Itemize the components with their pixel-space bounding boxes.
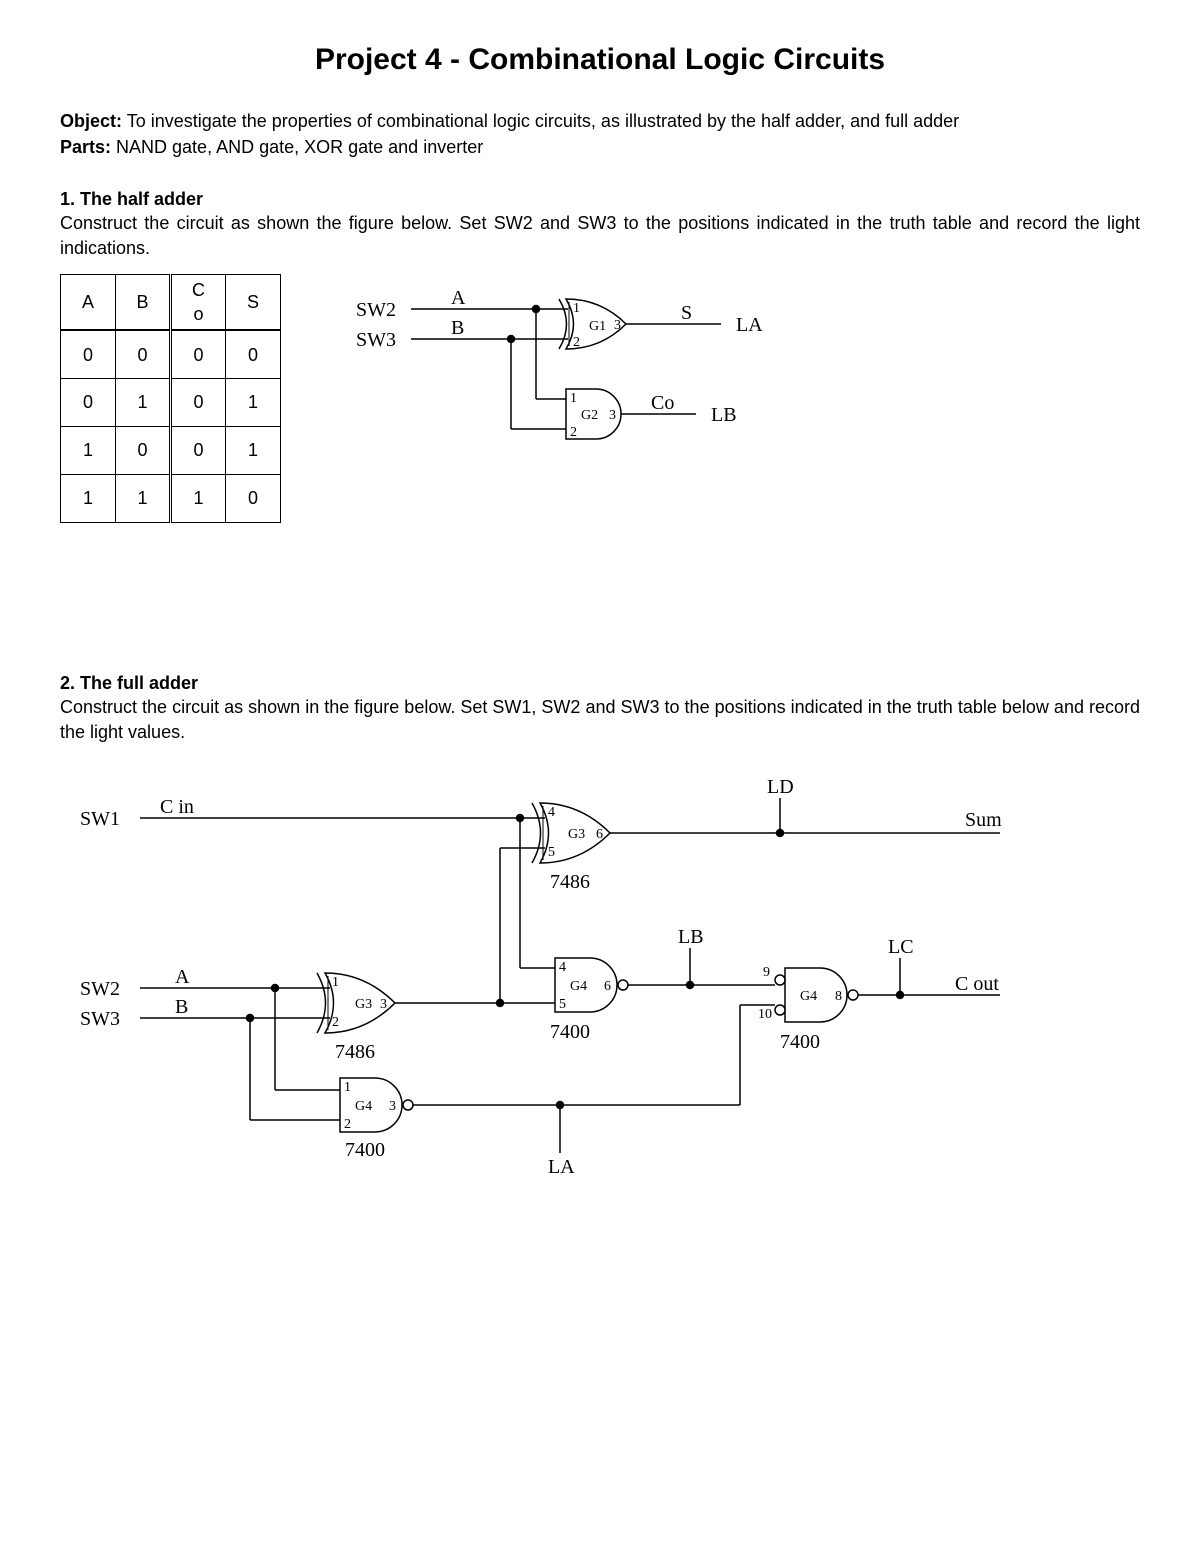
table-cell: 0 [171, 330, 226, 378]
svg-text:6: 6 [596, 827, 603, 842]
label-LBb: LB [678, 926, 704, 948]
label-Ab: A [175, 966, 190, 988]
svg-text:3: 3 [614, 318, 621, 333]
ic-7400b: 7400 [550, 1021, 590, 1043]
svg-text:8: 8 [835, 989, 842, 1004]
th-Co: Co [171, 274, 226, 330]
label-LB: LB [711, 404, 737, 426]
svg-text:2: 2 [332, 1015, 339, 1030]
section1-head: 1. The half adder [60, 187, 1140, 211]
table-cell: 0 [226, 330, 281, 378]
table-cell: 0 [116, 330, 171, 378]
table-cell: 0 [61, 330, 116, 378]
table-cell: 0 [116, 426, 171, 474]
svg-text:2: 2 [344, 1117, 351, 1132]
half-adder-truth-table: A B Co S 0000010110011110 [60, 274, 281, 523]
th-B: B [116, 274, 171, 330]
label-Bb: B [175, 996, 188, 1018]
ic-7486a: 7486 [335, 1041, 375, 1063]
svg-text:G4: G4 [355, 1099, 372, 1114]
label-cout: C out [955, 973, 999, 995]
svg-text:9: 9 [763, 965, 770, 980]
label-Co: Co [651, 392, 674, 414]
full-adder-diagram: SW1 C in SW2 SW3 A B Sum C out LD LB LC … [60, 758, 1140, 1178]
svg-text:3: 3 [380, 997, 387, 1012]
svg-text:4: 4 [548, 805, 555, 820]
table-cell: 1 [171, 474, 226, 522]
table-cell: 0 [171, 426, 226, 474]
label-B: B [451, 317, 464, 339]
label-LD: LD [767, 776, 794, 798]
th-A: A [61, 274, 116, 330]
object-text: To investigate the properties of combina… [122, 111, 959, 131]
gate-g1: G1 [589, 319, 606, 334]
table-cell: 1 [226, 378, 281, 426]
label-cin: C in [160, 796, 194, 818]
svg-text:G4: G4 [800, 989, 817, 1004]
svg-text:4: 4 [559, 960, 566, 975]
ic-7486b: 7486 [550, 871, 590, 893]
label-LA: LA [736, 314, 763, 336]
label-LC: LC [888, 936, 914, 958]
parts-text: NAND gate, AND gate, XOR gate and invert… [111, 137, 483, 157]
svg-text:3: 3 [389, 1099, 396, 1114]
svg-text:2: 2 [570, 425, 577, 440]
svg-text:G3: G3 [355, 997, 372, 1012]
svg-text:3: 3 [609, 408, 616, 423]
svg-text:1: 1 [332, 975, 339, 990]
gate-g2: G2 [581, 408, 598, 423]
table-cell: 1 [61, 474, 116, 522]
svg-text:10: 10 [758, 1007, 772, 1022]
svg-text:5: 5 [559, 997, 566, 1012]
section2-head: 2. The full adder [60, 671, 1140, 695]
intro-block: Object: To investigate the properties of… [60, 109, 1140, 160]
label-sum: Sum [965, 809, 1002, 831]
ic-7400c: 7400 [780, 1031, 820, 1053]
label-A: A [451, 287, 466, 309]
label-sw3: SW3 [356, 329, 396, 351]
table-cell: 0 [61, 378, 116, 426]
parts-label: Parts: [60, 137, 111, 157]
svg-text:5: 5 [548, 845, 555, 860]
page-title: Project 4 - Combinational Logic Circuits [60, 40, 1140, 81]
th-S: S [226, 274, 281, 330]
svg-text:1: 1 [570, 391, 577, 406]
table-cell: 1 [226, 426, 281, 474]
table-cell: 1 [61, 426, 116, 474]
object-label: Object: [60, 111, 122, 131]
table-cell: 0 [226, 474, 281, 522]
section1-body: Construct the circuit as shown the figur… [60, 211, 1140, 260]
table-cell: 0 [171, 378, 226, 426]
ic-7400a: 7400 [345, 1139, 385, 1161]
half-adder-diagram: SW2 SW3 A B S LA Co LB G1 1 2 3 G2 1 2 3 [341, 274, 1140, 484]
label-sw3b: SW3 [80, 1008, 120, 1030]
section2-body: Construct the circuit as shown in the fi… [60, 695, 1140, 744]
table-cell: 1 [116, 378, 171, 426]
svg-text:1: 1 [344, 1080, 351, 1095]
svg-text:G3: G3 [568, 827, 585, 842]
label-sw2: SW2 [356, 299, 396, 321]
svg-text:2: 2 [573, 335, 580, 350]
svg-text:6: 6 [604, 979, 611, 994]
label-sw1: SW1 [80, 808, 120, 830]
label-S: S [681, 302, 692, 324]
label-sw2b: SW2 [80, 978, 120, 1000]
svg-text:G4: G4 [570, 979, 587, 994]
svg-text:1: 1 [573, 301, 580, 316]
table-cell: 1 [116, 474, 171, 522]
label-LAb: LA [548, 1156, 575, 1178]
